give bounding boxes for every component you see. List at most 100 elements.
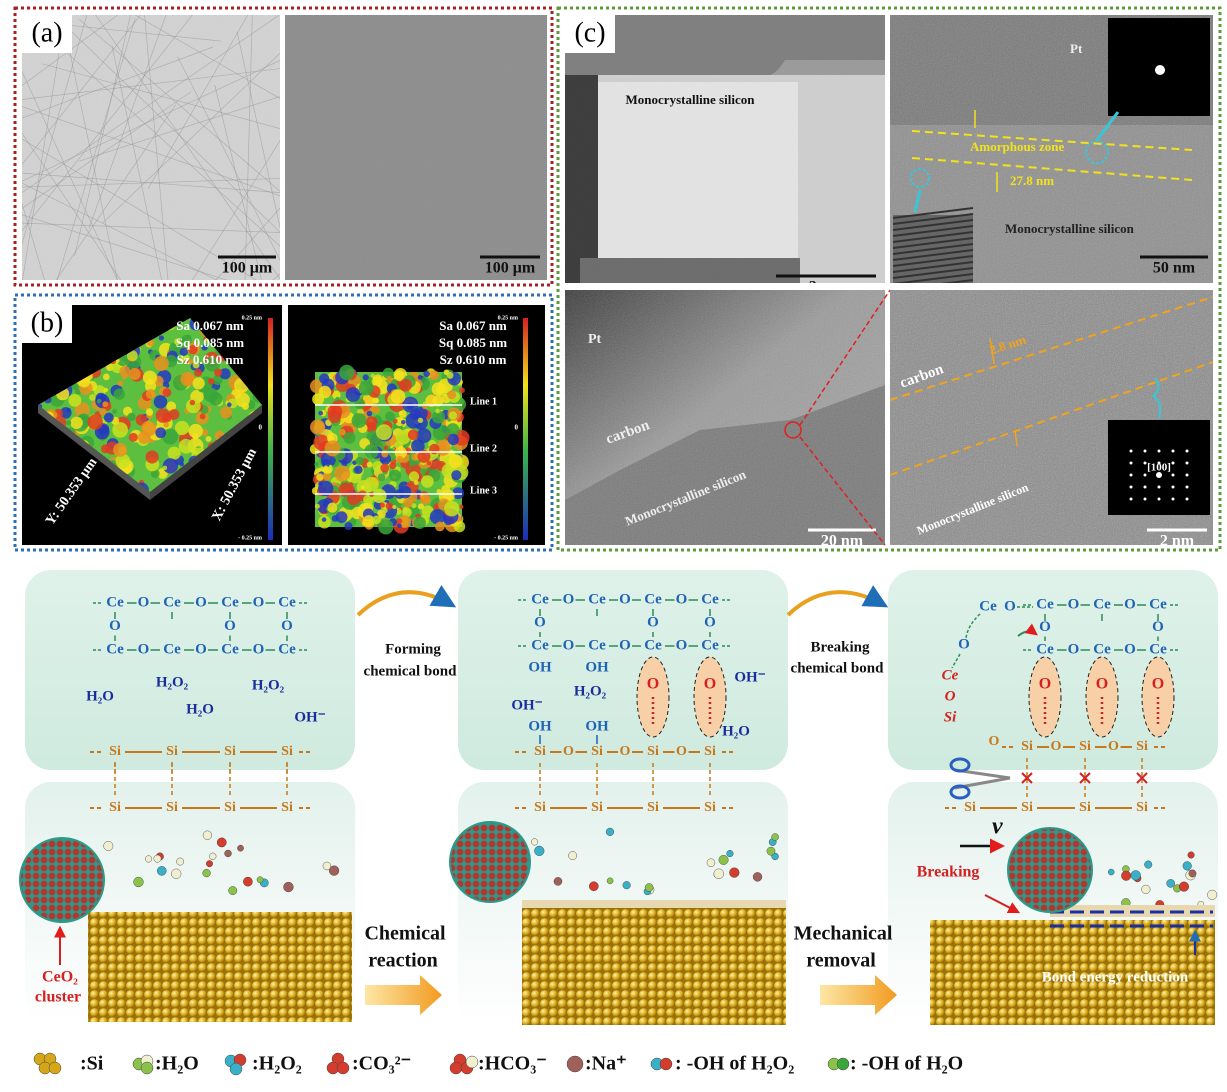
label: OH xyxy=(528,718,552,734)
map-blob xyxy=(408,471,420,482)
map-blob xyxy=(220,406,233,419)
label: chemical bond xyxy=(364,663,458,679)
map-blob xyxy=(102,401,109,408)
map-blob xyxy=(429,443,440,455)
molecule xyxy=(1187,851,1195,859)
map-blob xyxy=(413,516,426,529)
diffraction-spot xyxy=(1129,461,1133,465)
map-blob xyxy=(383,445,388,450)
label: 2 nm xyxy=(1160,533,1195,550)
molecule xyxy=(322,861,332,871)
map-blob xyxy=(166,401,177,412)
map-blob xyxy=(334,465,351,482)
map-blob xyxy=(179,347,189,357)
label: - 0.25 nm xyxy=(494,535,518,541)
map-blob xyxy=(398,515,412,528)
label: O xyxy=(1096,676,1108,693)
fringe xyxy=(892,261,974,273)
label: O xyxy=(647,676,659,693)
map-blob xyxy=(406,402,414,410)
map-blob xyxy=(366,461,373,468)
map-blob xyxy=(137,431,151,444)
map-blob xyxy=(448,454,463,469)
map-blob xyxy=(145,388,157,400)
map-blob xyxy=(212,375,223,386)
label: O xyxy=(958,636,970,652)
map-blob xyxy=(219,368,231,380)
map-blob xyxy=(451,470,462,481)
label: Ce xyxy=(163,641,181,657)
panel-label-bg xyxy=(565,15,615,53)
map-blob xyxy=(146,408,154,416)
label: Ce xyxy=(1149,641,1167,657)
label: Ce xyxy=(221,641,239,657)
bond xyxy=(951,653,961,669)
map-blob xyxy=(189,399,196,406)
scratch xyxy=(22,60,280,182)
map-blob xyxy=(66,407,71,413)
map-blob xyxy=(332,390,341,400)
scratch xyxy=(215,207,280,280)
micrograph: Pt Amorphous zone 27.8 nm Monocrystalline s… xyxy=(890,15,1213,283)
map-blob xyxy=(452,487,465,500)
molecule xyxy=(202,869,211,878)
diffraction-spot xyxy=(1129,473,1133,477)
map-blob xyxy=(328,410,342,424)
map-blob xyxy=(402,507,412,518)
fringe xyxy=(892,243,974,255)
fringe xyxy=(892,273,974,283)
micrograph: Line 1 Line 2 Line 3 Sa 0.067 nm Sq 0.085 nm… xyxy=(288,305,545,545)
map-blob xyxy=(322,472,332,481)
label: O xyxy=(253,641,265,657)
map-blob xyxy=(405,412,422,429)
label: [100] xyxy=(1147,462,1171,474)
diffraction-spot xyxy=(1185,473,1189,477)
label: O xyxy=(676,637,688,653)
map-blob xyxy=(389,462,397,470)
map-blob xyxy=(87,414,103,430)
label: Si xyxy=(281,800,293,815)
label: O xyxy=(1124,641,1136,657)
scratch xyxy=(78,96,280,162)
map-blob xyxy=(205,435,212,442)
scratch xyxy=(74,15,131,257)
map-blob xyxy=(376,424,392,441)
map-blob xyxy=(128,432,138,442)
map-blob xyxy=(447,390,457,400)
legend-entry: : -OH of H₂O xyxy=(850,1053,963,1075)
map-blob xyxy=(186,398,201,414)
molecule xyxy=(531,838,539,846)
diffraction-spot xyxy=(1156,472,1162,478)
label: 50 nm xyxy=(1153,260,1196,277)
label: Monocrystalline silicon xyxy=(626,92,756,107)
map-blob xyxy=(153,356,169,371)
map-blob xyxy=(429,509,446,525)
highlight xyxy=(784,421,802,439)
label: Amorphous zone xyxy=(970,139,1064,154)
map-blob xyxy=(226,402,232,407)
scene-top xyxy=(25,570,355,770)
diffraction-spot xyxy=(1143,473,1147,477)
map-blob xyxy=(155,427,167,439)
molecule xyxy=(726,850,734,858)
scratch xyxy=(22,46,214,119)
map-blob xyxy=(362,515,375,528)
label: Si xyxy=(591,800,603,815)
scratch xyxy=(22,138,257,280)
diffraction-spot xyxy=(1143,485,1147,489)
map-blob xyxy=(364,443,379,459)
label: H₂O₂ xyxy=(252,677,285,693)
label: Si xyxy=(281,744,293,759)
map-blob xyxy=(343,431,356,444)
map-blob xyxy=(323,465,329,470)
label: Sq 0.085 nm xyxy=(439,335,507,350)
map-blob xyxy=(372,488,387,504)
label: OH xyxy=(585,718,609,734)
fringe xyxy=(892,237,974,249)
label: O xyxy=(1039,676,1051,693)
boundary xyxy=(911,157,1193,181)
map-blob xyxy=(186,334,192,340)
label: chemical bond xyxy=(791,660,885,676)
diffraction-spot xyxy=(1157,461,1161,465)
